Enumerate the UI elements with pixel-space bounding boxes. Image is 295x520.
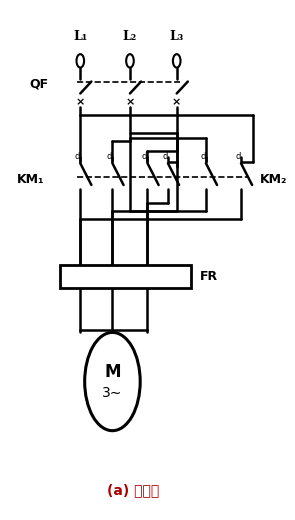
Text: d: d <box>107 152 112 161</box>
Text: KM₁: KM₁ <box>17 173 44 186</box>
Text: M: M <box>104 363 121 381</box>
Text: (a) 主电路: (a) 主电路 <box>107 483 159 497</box>
Text: FR: FR <box>200 270 218 283</box>
Text: d: d <box>200 152 206 161</box>
Text: 3∼: 3∼ <box>102 386 123 400</box>
Text: d: d <box>142 152 147 161</box>
Text: L₂: L₂ <box>123 30 137 43</box>
Text: KM₂: KM₂ <box>260 173 287 186</box>
Text: L₁: L₁ <box>73 30 87 43</box>
Text: ×: × <box>125 97 135 107</box>
Bar <box>60 265 191 289</box>
Text: ×: × <box>76 97 85 107</box>
Text: ×: × <box>172 97 181 107</box>
Text: d: d <box>75 152 80 161</box>
Text: d: d <box>162 152 168 161</box>
Text: d: d <box>235 152 241 161</box>
Text: L₃: L₃ <box>170 30 184 43</box>
Text: QF: QF <box>30 77 49 90</box>
